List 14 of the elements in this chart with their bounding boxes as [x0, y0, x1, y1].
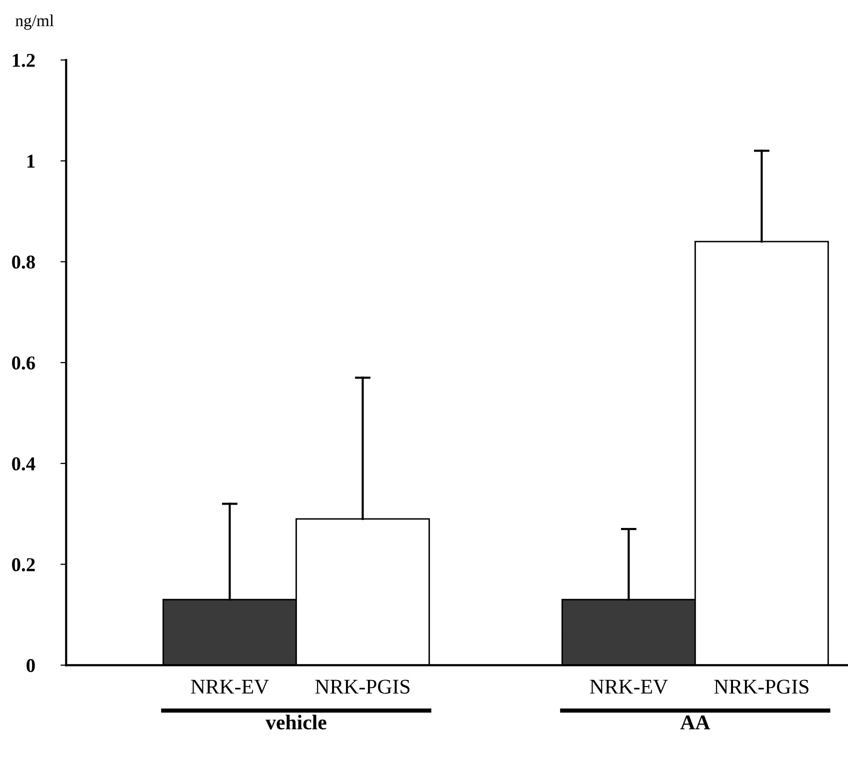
- y-tick-label: 1: [27, 154, 35, 168]
- y-tick-label: 1.2: [12, 54, 35, 68]
- x-tick-label: NRK-PGIS: [714, 680, 808, 694]
- y-tick-label: 0.2: [12, 558, 35, 572]
- y-axis-title: ng/ml: [16, 14, 54, 30]
- text: vehicle: [266, 714, 326, 730]
- x-tick-label: NRK-PGIS: [315, 680, 410, 694]
- y-tick-label: 0.4: [12, 457, 36, 470]
- x-tick-label: NRK-EV: [190, 680, 269, 694]
- x-tick-label: NRK-EV: [590, 680, 668, 694]
- text: AA: [680, 716, 710, 730]
- y-tick-label: 0.6: [12, 356, 36, 370]
- y-tick-label: 0: [26, 659, 35, 672]
- y-tick-label: 0.8: [12, 256, 35, 269]
